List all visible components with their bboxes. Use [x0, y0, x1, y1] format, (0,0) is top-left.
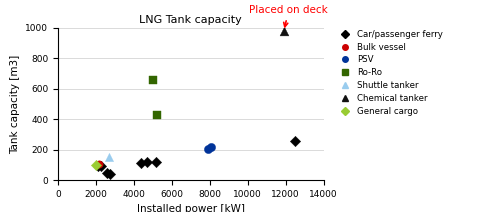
Car/passenger ferry — [291, 139, 299, 143]
Car/passenger ferry — [103, 171, 111, 174]
Text: Placed on deck: Placed on deck — [249, 5, 328, 27]
Chemical tanker — [280, 30, 288, 33]
Ro-Ro — [153, 113, 160, 116]
Car/passenger ferry — [143, 160, 151, 164]
Car/passenger ferry — [152, 160, 159, 164]
PSV — [204, 147, 212, 151]
General cargo — [92, 163, 100, 167]
Y-axis label: Tank capacity [m3]: Tank capacity [m3] — [10, 54, 20, 153]
Title: LNG Tank capacity: LNG Tank capacity — [140, 15, 242, 25]
Car/passenger ferry — [138, 161, 145, 164]
Car/passenger ferry — [94, 164, 102, 167]
Legend: Car/passenger ferry, Bulk vessel, PSV, Ro-Ro, Shuttle tanker, Chemical tanker, G: Car/passenger ferry, Bulk vessel, PSV, R… — [336, 29, 444, 117]
PSV — [207, 146, 214, 149]
Bulk vessel — [95, 162, 102, 166]
Car/passenger ferry — [106, 172, 114, 176]
Ro-Ro — [149, 78, 156, 82]
X-axis label: Installed power [kW]: Installed power [kW] — [137, 205, 245, 212]
Shuttle tanker — [105, 155, 113, 158]
Car/passenger ferry — [97, 165, 104, 168]
